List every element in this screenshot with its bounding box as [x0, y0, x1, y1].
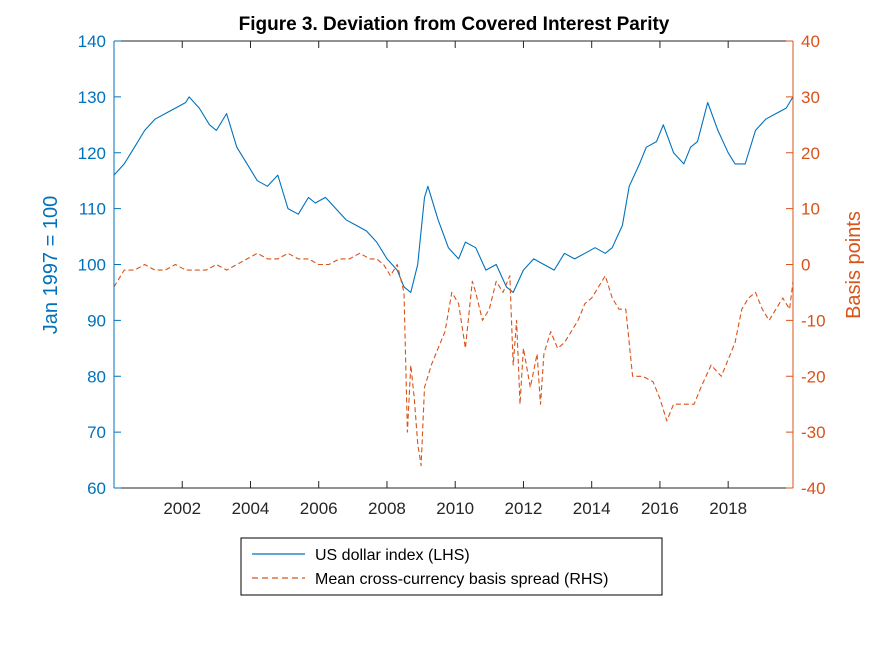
ticks-layer: 2002 2004 2006 2008 2010 2012 2014 2016 20186070… [78, 32, 826, 518]
x-tick-label: 2016 [641, 499, 679, 518]
legend-label-basis-spread: Mean cross-currency basis spread (RHS) [315, 571, 608, 588]
y-right-tick-label: -10 [801, 311, 826, 330]
chart-title: Figure 3. Deviation from Covered Interes… [239, 14, 670, 35]
y-left-tick-label: 130 [78, 88, 106, 107]
x-tick-label: 2014 [573, 499, 611, 518]
y-axis-left-label: Jan 1997 = 100 [40, 196, 62, 334]
x-tick-label: 2012 [505, 499, 543, 518]
y-right-tick-label: 0 [801, 256, 810, 275]
legend-box [240, 537, 663, 596]
y-right-tick-label: 10 [801, 200, 820, 219]
x-tick-label: 2008 [368, 499, 406, 518]
y-axis-right-label: Basis points [843, 211, 865, 319]
x-tick-label: 2006 [300, 499, 338, 518]
x-tick-label: 2004 [232, 499, 270, 518]
y-left-tick-label: 60 [87, 479, 106, 498]
series-line-basis-spread [113, 252, 794, 467]
y-left-tick-label: 70 [87, 423, 106, 442]
y-left-tick-label: 80 [87, 367, 106, 386]
y-right-tick-label: -40 [801, 479, 826, 498]
y-right-tick-label: 30 [801, 88, 820, 107]
y-left-tick-label: 140 [78, 32, 106, 51]
x-tick-label: 2010 [436, 499, 474, 518]
x-tick-label: 2018 [709, 499, 747, 518]
legend-label-usd-index: US dollar index (LHS) [315, 547, 470, 564]
legend: US dollar index (LHS) Mean cross-currenc… [240, 537, 663, 596]
y-right-tick-label: -20 [801, 367, 826, 386]
series-line-usd-index [113, 96, 794, 293]
series-layer [113, 96, 794, 467]
y-left-tick-label: 110 [79, 200, 106, 219]
y-right-tick-label: 20 [801, 144, 820, 163]
y-right-tick-label: 40 [801, 32, 820, 51]
y-left-tick-label: 100 [78, 256, 106, 275]
y-right-tick-label: -30 [801, 423, 826, 442]
x-tick-label: 2002 [163, 499, 201, 518]
y-left-tick-label: 90 [87, 311, 106, 330]
y-left-tick-label: 120 [78, 144, 106, 163]
